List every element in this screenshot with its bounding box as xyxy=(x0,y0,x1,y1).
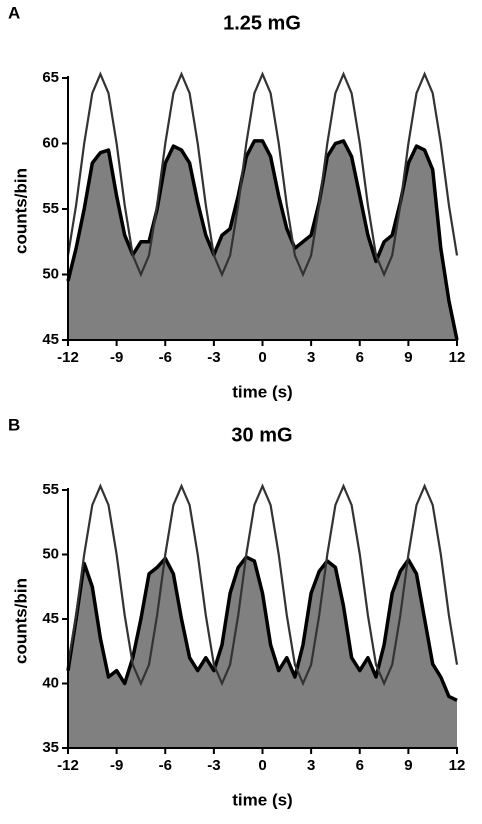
area-outline xyxy=(66,555,458,702)
panel-label: B xyxy=(8,415,20,434)
x-tick-label: 12 xyxy=(449,349,466,366)
x-tick-label: 3 xyxy=(307,349,315,366)
y-tick-label: 55 xyxy=(42,200,59,217)
y-tick-label: 55 xyxy=(42,481,59,498)
x-tick-label: -9 xyxy=(110,757,123,774)
x-tick-label: -6 xyxy=(159,757,172,774)
x-tick-label: 9 xyxy=(404,757,412,774)
x-tick-label: -6 xyxy=(159,349,172,366)
y-axis-label: counts/bin xyxy=(11,168,30,254)
y-tick-label: 50 xyxy=(42,545,59,562)
x-tick-label: 6 xyxy=(356,349,364,366)
x-tick-label: 6 xyxy=(356,757,364,774)
y-axis-label: counts/bin xyxy=(11,578,30,664)
x-axis-label: time (s) xyxy=(232,790,292,809)
y-tick-label: 35 xyxy=(42,739,59,756)
line xyxy=(66,71,459,278)
line xyxy=(66,483,459,687)
y-tick-label: 65 xyxy=(42,69,59,86)
y-tick-label: 45 xyxy=(42,610,59,627)
x-tick-label: 0 xyxy=(258,757,266,774)
y-tick-label: 40 xyxy=(42,674,59,691)
x-tick-label: 3 xyxy=(307,757,315,774)
area-fill xyxy=(68,557,457,748)
x-axis-label: time (s) xyxy=(232,382,292,401)
x-tick-label: 0 xyxy=(258,349,266,366)
area-fill xyxy=(68,140,457,340)
chart-title: 30 mG xyxy=(231,424,292,446)
x-tick-label: -12 xyxy=(57,349,79,366)
y-tick-label: 45 xyxy=(42,331,59,348)
y-tick-label: 60 xyxy=(42,134,59,151)
chart-title: 1.25 mG xyxy=(223,12,301,34)
x-tick-label: -3 xyxy=(207,349,220,366)
x-tick-label: 12 xyxy=(449,757,466,774)
x-tick-label: -3 xyxy=(207,757,220,774)
panel-label: A xyxy=(8,3,20,22)
x-tick-label: -12 xyxy=(57,757,79,774)
x-tick-label: 9 xyxy=(404,349,412,366)
x-tick-label: -9 xyxy=(110,349,123,366)
y-tick-label: 50 xyxy=(42,265,59,282)
